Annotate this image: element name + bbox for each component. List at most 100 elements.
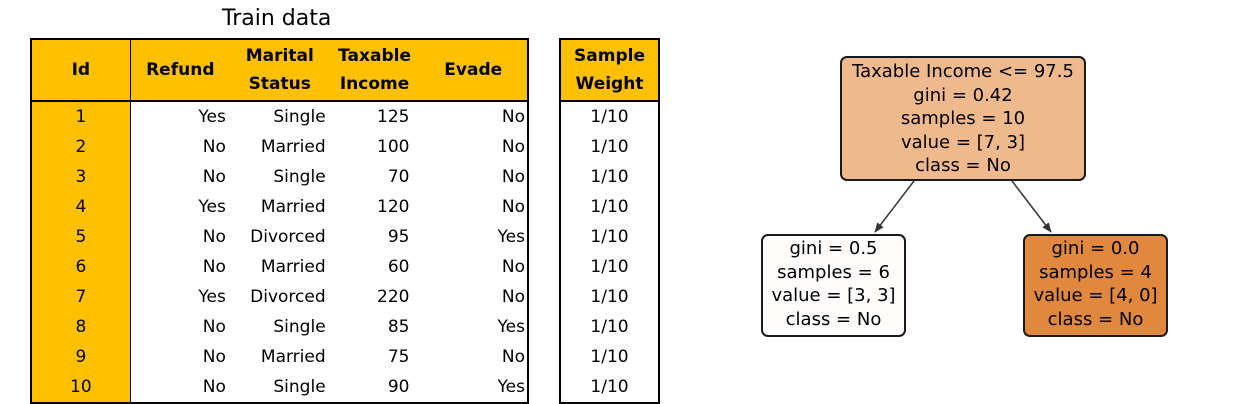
table-row: 1/10 xyxy=(560,372,659,403)
cell-marital-status: Single xyxy=(273,317,326,337)
table-row: 5 No Divorced 95 Yes xyxy=(31,222,528,252)
cell-sample-weight: 1/10 xyxy=(590,377,629,397)
header-weight-label-line1: Sample xyxy=(574,46,645,66)
cell-evade: No xyxy=(501,347,525,367)
cell-evade: No xyxy=(501,257,525,277)
header-evade-label: Evade xyxy=(444,60,503,80)
table-row: 1/10 xyxy=(560,162,659,192)
cell-refund: No xyxy=(202,257,226,277)
weight-table-body: 1/10 1/10 1/10 1/10 1/10 1/10 1/10 1/10 1/10 1/10 xyxy=(560,101,659,403)
cell-id: 4 xyxy=(31,192,131,222)
edge-root-to-left xyxy=(874,180,915,233)
root-class: class = No xyxy=(915,155,1011,176)
cell-taxable-income: 95 xyxy=(387,227,410,247)
cell-refund: No xyxy=(202,377,226,397)
header-income-label-line2: Income xyxy=(339,74,410,94)
cell-evade: No xyxy=(501,107,525,127)
cell-sample-weight: 1/10 xyxy=(590,317,629,337)
cell-refund: No xyxy=(202,167,226,187)
cell-sample-weight: 1/10 xyxy=(590,197,629,217)
train-data-table: Id Refund Marital Status Taxable Income Ev… xyxy=(30,38,529,404)
left-class: class = No xyxy=(785,308,882,330)
cell-marital-status: Married xyxy=(260,257,326,277)
root-split-condition: Taxable Income <= 97.5 xyxy=(852,61,1074,82)
header-refund-label: Refund xyxy=(146,60,215,80)
cell-marital-status: Married xyxy=(260,347,326,367)
header-sample-weight: Sample Weight xyxy=(560,39,659,102)
table-row: 9 No Married 75 No xyxy=(31,342,528,372)
cell-refund: No xyxy=(202,347,226,367)
cell-sample-weight: 1/10 xyxy=(590,257,629,277)
right-samples: samples = 4 xyxy=(1039,261,1152,283)
cell-id: 6 xyxy=(31,252,131,282)
table-row: 2 No Married 100 No xyxy=(31,132,528,162)
cell-id: 5 xyxy=(31,222,131,252)
header-marital-label-line1: Marital xyxy=(245,46,314,66)
header-evade: Evade xyxy=(419,39,528,102)
cell-taxable-income: 75 xyxy=(387,347,410,367)
left-samples: samples = 6 xyxy=(777,261,890,283)
header-id: Id xyxy=(31,39,131,102)
table-row: 1/10 xyxy=(560,222,659,252)
root-value: value = [7, 3] xyxy=(900,131,1026,153)
cell-taxable-income: 85 xyxy=(387,317,410,337)
tree-root-node: Taxable Income <= 97.5 gini = 0.42 sampl… xyxy=(840,56,1086,181)
cell-refund: Yes xyxy=(198,107,226,127)
table-row: 10 No Single 90 Yes xyxy=(31,372,528,403)
header-id-label: Id xyxy=(71,60,91,80)
cell-id: 3 xyxy=(31,162,131,192)
left-value: value = [3, 3] xyxy=(771,285,896,306)
root-gini: gini = 0.42 xyxy=(913,84,1013,106)
cell-id: 9 xyxy=(31,342,131,372)
table-row: 8 No Single 85 Yes xyxy=(31,312,528,342)
cell-taxable-income: 70 xyxy=(387,167,410,187)
cell-evade: No xyxy=(501,167,525,187)
cell-sample-weight: 1/10 xyxy=(590,167,629,187)
cell-id: 1 xyxy=(31,101,131,132)
cell-id: 8 xyxy=(31,312,131,342)
train-data-title: Train data xyxy=(222,6,332,31)
cell-marital-status: Divorced xyxy=(250,227,326,247)
header-weight-label-line2: Weight xyxy=(575,74,644,94)
cell-evade: Yes xyxy=(497,227,525,247)
train-table-body: 1 Yes Single 125 No 2 No Married 100 No 3 No Single 7… xyxy=(31,101,528,403)
cell-evade: No xyxy=(501,197,525,217)
cell-marital-status: Single xyxy=(273,377,326,397)
cell-marital-status: Divorced xyxy=(250,287,326,307)
edge-root-to-right xyxy=(1011,180,1052,233)
train-table-header-row: Id Refund Marital Status Taxable Income Ev… xyxy=(31,39,528,102)
cell-taxable-income: 125 xyxy=(377,107,410,127)
table-row: 1/10 xyxy=(560,282,659,312)
root-samples: samples = 10 xyxy=(900,108,1026,129)
cell-refund: Yes xyxy=(198,197,226,217)
header-taxable-income: Taxable Income xyxy=(329,39,420,102)
right-class: class = No xyxy=(1047,308,1144,330)
cell-refund: No xyxy=(202,137,226,157)
cell-refund: No xyxy=(202,227,226,247)
cell-taxable-income: 60 xyxy=(387,257,410,277)
cell-marital-status: Married xyxy=(260,197,326,217)
cell-id: 2 xyxy=(31,132,131,162)
cell-sample-weight: 1/10 xyxy=(590,137,629,157)
cell-marital-status: Married xyxy=(260,137,326,157)
table-row: 1/10 xyxy=(560,312,659,342)
header-income-label-line1: Taxable xyxy=(338,46,411,66)
table-row: 6 No Married 60 No xyxy=(31,252,528,282)
cell-evade: No xyxy=(501,287,525,307)
cell-sample-weight: 1/10 xyxy=(590,287,629,307)
cell-marital-status: Single xyxy=(273,167,326,187)
right-value: value = [4, 0] xyxy=(1033,285,1158,306)
header-refund: Refund xyxy=(130,39,230,102)
cell-taxable-income: 120 xyxy=(377,197,410,217)
table-row: 1/10 xyxy=(560,192,659,222)
header-marital-label-line2: Status xyxy=(248,74,311,94)
sample-weight-table: Sample Weight 1/10 1/10 1/10 1/10 1/10 1/10 1/1… xyxy=(559,38,660,404)
cell-id: 10 xyxy=(31,372,131,403)
cell-taxable-income: 100 xyxy=(377,137,410,157)
cell-sample-weight: 1/10 xyxy=(590,227,629,247)
cell-sample-weight: 1/10 xyxy=(590,107,629,127)
cell-id: 7 xyxy=(31,282,131,312)
table-row: 1/10 xyxy=(560,132,659,162)
table-row: 3 No Single 70 No xyxy=(31,162,528,192)
